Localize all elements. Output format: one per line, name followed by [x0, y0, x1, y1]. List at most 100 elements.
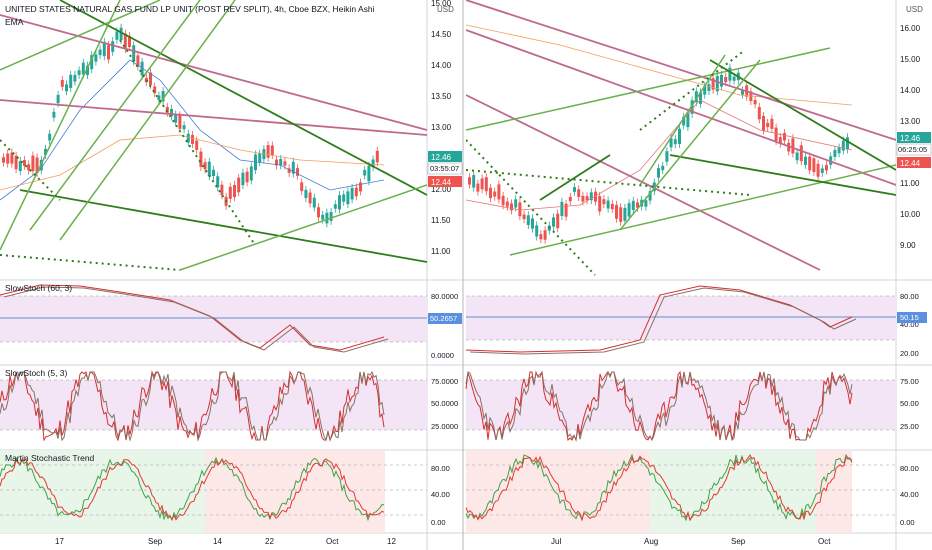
- right-candle: [560, 201, 564, 216]
- right-candle: [602, 199, 606, 205]
- right-stoch1-band: [466, 296, 896, 340]
- left-candle: [157, 95, 161, 100]
- right-candle: [820, 168, 824, 173]
- right-candle: [665, 151, 669, 162]
- right-candle: [619, 207, 623, 222]
- right-candle: [661, 165, 665, 171]
- left-candle: [98, 49, 102, 56]
- left-candle: [48, 133, 52, 141]
- left-mst-label: Martin Stochastic Trend: [5, 453, 95, 463]
- left-candle: [359, 182, 362, 192]
- right-trendline: [466, 29, 896, 186]
- left-trendline: [29, 0, 201, 231]
- right-candle: [833, 149, 837, 157]
- right-candle: [766, 122, 770, 128]
- right-candle: [564, 203, 568, 217]
- left-x-tick: 14: [213, 537, 222, 546]
- left-candle: [123, 33, 127, 50]
- left-candle: [56, 94, 60, 104]
- left-candle: [325, 212, 329, 224]
- left-candle: [203, 162, 207, 170]
- right-candle: [791, 138, 795, 154]
- right-candle: [699, 92, 702, 104]
- right-candle: [795, 152, 799, 161]
- left-candle: [27, 164, 31, 171]
- left-x-tick: Oct: [326, 537, 339, 546]
- left-stoch1-d: [3, 286, 389, 353]
- right-candle: [627, 203, 631, 217]
- left-candle: [128, 35, 131, 47]
- left-candle: [354, 187, 358, 197]
- left-stoch2-axis: 25.0000: [431, 422, 458, 431]
- left-ema-orange: [0, 134, 385, 191]
- left-dotted-line: [119, 39, 256, 246]
- right-candle: [631, 200, 635, 211]
- right-candle: [484, 177, 488, 192]
- left-stoch1-value-bg: [428, 313, 462, 324]
- right-candle: [636, 202, 639, 208]
- left-mst-axis: 80.00: [431, 464, 450, 473]
- left-candle: [321, 214, 325, 220]
- left-candle: [182, 125, 186, 130]
- right-candle: [753, 99, 757, 105]
- right-mst-axis: 40.00: [900, 490, 919, 499]
- right-trendline: [639, 54, 726, 186]
- right-x-tick: Jul: [551, 537, 561, 546]
- right-candle: [816, 163, 820, 177]
- left-candle: [111, 41, 115, 52]
- left-trendline: [59, 0, 427, 196]
- left-trendline: [59, 0, 236, 241]
- left-candle: [249, 166, 253, 181]
- right-candle: [493, 191, 497, 197]
- right-price-axis-tick: 13.00: [900, 117, 921, 126]
- left-candle: [312, 197, 316, 208]
- right-candle: [783, 132, 786, 141]
- left-candle: [81, 62, 85, 75]
- left-candle: [60, 80, 64, 87]
- left-mst-bull-zone: [0, 450, 205, 533]
- left-candle: [102, 41, 106, 57]
- left-stoch1-axis: 0.0000: [431, 351, 454, 360]
- left-price-axis-tick: 11.00: [431, 247, 451, 256]
- left-stoch2-band: [0, 380, 427, 430]
- left-candle: [245, 171, 249, 183]
- right-candle: [526, 215, 530, 226]
- left-candle: [35, 157, 39, 173]
- left-candle: [191, 134, 194, 144]
- right-trendline: [709, 59, 896, 171]
- left-candle: [346, 191, 350, 205]
- right-candle: [707, 84, 711, 92]
- right-price-axis-tick: 16.00: [900, 24, 921, 33]
- right-candle: [837, 147, 841, 154]
- right-candle: [577, 189, 581, 197]
- right-candle: [682, 116, 686, 126]
- right-candle: [669, 138, 673, 148]
- left-stoch1-axis: 80.0000: [431, 292, 458, 301]
- left-candle: [153, 86, 157, 94]
- left-prev-price-bg: [428, 176, 462, 187]
- left-candle: [241, 172, 245, 186]
- right-candle: [539, 234, 543, 240]
- left-trendline: [179, 184, 427, 271]
- right-price-axis-tick: 10.00: [900, 210, 921, 219]
- left-candle: [279, 158, 283, 166]
- right-candle: [518, 202, 522, 217]
- left-x-tick: 22: [265, 537, 274, 546]
- left-candle: [119, 27, 123, 41]
- right-trendline: [466, 0, 896, 141]
- right-dotted-line: [466, 169, 751, 196]
- left-candle: [132, 45, 136, 62]
- right-candle: [812, 158, 816, 173]
- left-candle: [115, 31, 119, 40]
- right-prev-price-bg: [897, 157, 931, 168]
- right-candle: [489, 187, 492, 199]
- right-trendline: [466, 94, 821, 271]
- left-candle: [73, 74, 77, 82]
- left-candle: [317, 207, 320, 218]
- right-candle: [778, 137, 782, 144]
- right-candle: [472, 175, 476, 188]
- right-mst-slow: [465, 454, 853, 522]
- left-candle: [207, 161, 211, 177]
- right-currency: USD: [906, 5, 923, 14]
